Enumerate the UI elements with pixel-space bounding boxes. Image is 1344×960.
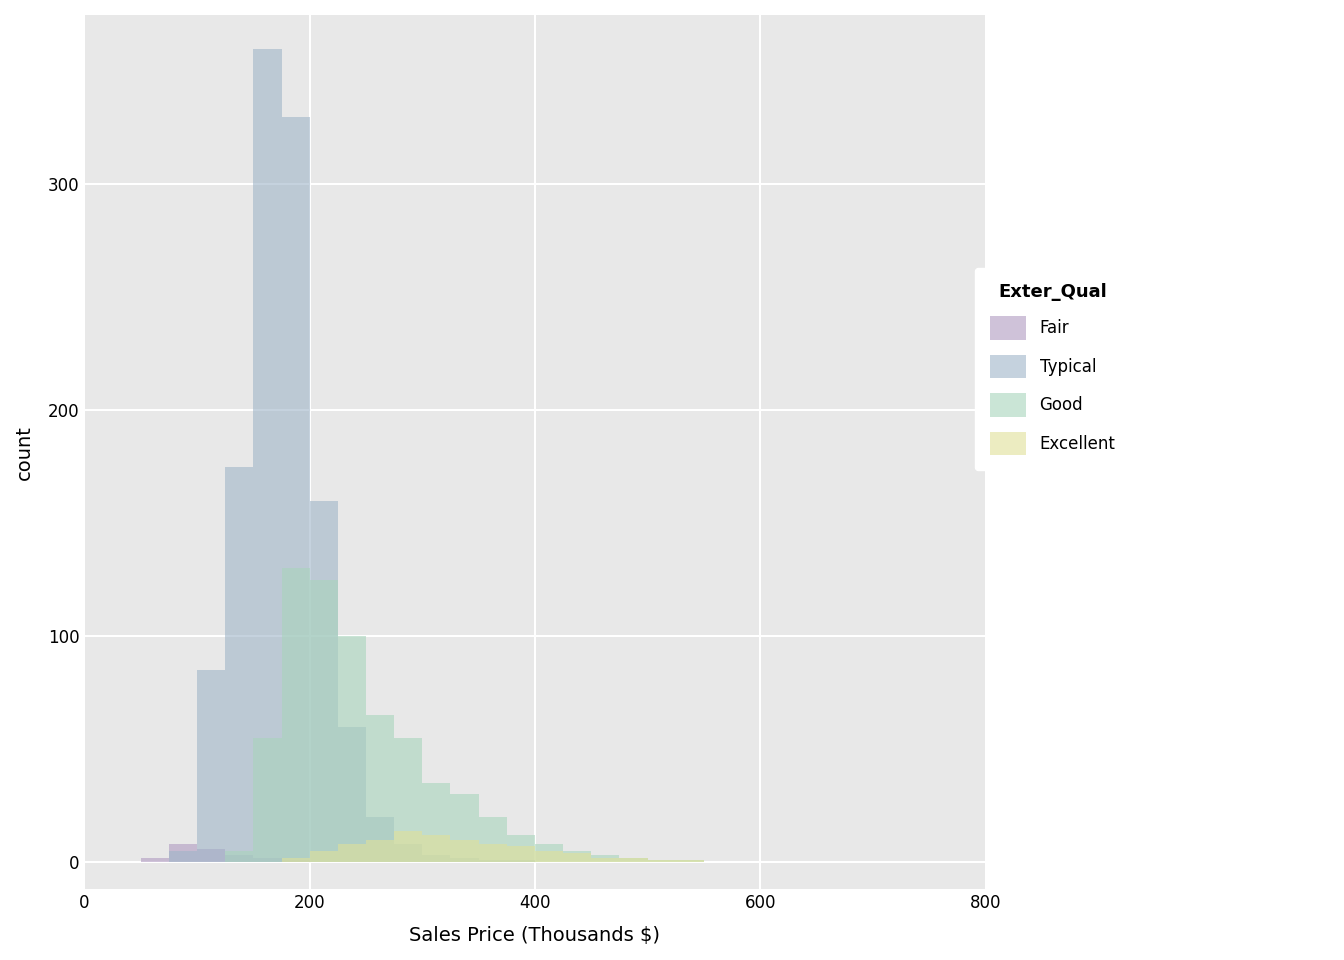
Bar — [450, 857, 478, 862]
Bar — [478, 860, 507, 862]
Bar — [394, 738, 422, 862]
Bar — [141, 857, 169, 862]
Bar — [563, 853, 591, 862]
Bar — [366, 840, 394, 862]
Bar — [563, 851, 591, 862]
Bar — [478, 817, 507, 862]
Bar — [676, 860, 704, 862]
Bar — [253, 857, 281, 862]
Bar — [591, 855, 620, 862]
Bar — [422, 855, 450, 862]
Bar — [198, 670, 226, 862]
Bar — [337, 727, 366, 862]
Bar — [507, 860, 535, 862]
Bar — [337, 844, 366, 862]
Bar — [309, 501, 337, 862]
Bar — [676, 860, 704, 862]
Bar — [281, 117, 309, 862]
Y-axis label: count: count — [15, 424, 34, 480]
Bar — [226, 851, 253, 862]
Legend: Fair, Typical, Good, Excellent: Fair, Typical, Good, Excellent — [974, 268, 1130, 470]
Bar — [226, 467, 253, 862]
Bar — [226, 855, 253, 862]
Bar — [648, 860, 676, 862]
Bar — [591, 857, 620, 862]
Bar — [507, 835, 535, 862]
Bar — [478, 844, 507, 862]
Bar — [309, 851, 337, 862]
Bar — [281, 860, 309, 862]
Bar — [337, 636, 366, 862]
Bar — [169, 844, 198, 862]
Bar — [366, 715, 394, 862]
Bar — [394, 830, 422, 862]
Bar — [169, 851, 198, 862]
Bar — [281, 568, 309, 862]
Bar — [281, 857, 309, 862]
Bar — [422, 783, 450, 862]
Bar — [253, 738, 281, 862]
Bar — [620, 857, 648, 862]
Bar — [535, 844, 563, 862]
Bar — [198, 849, 226, 862]
Bar — [450, 840, 478, 862]
X-axis label: Sales Price (Thousands $): Sales Price (Thousands $) — [410, 926, 660, 945]
Bar — [253, 49, 281, 862]
Bar — [507, 847, 535, 862]
Bar — [620, 857, 648, 862]
Bar — [535, 851, 563, 862]
Bar — [450, 794, 478, 862]
Bar — [394, 844, 422, 862]
Bar — [309, 580, 337, 862]
Bar — [422, 835, 450, 862]
Bar — [648, 860, 676, 862]
Bar — [366, 817, 394, 862]
